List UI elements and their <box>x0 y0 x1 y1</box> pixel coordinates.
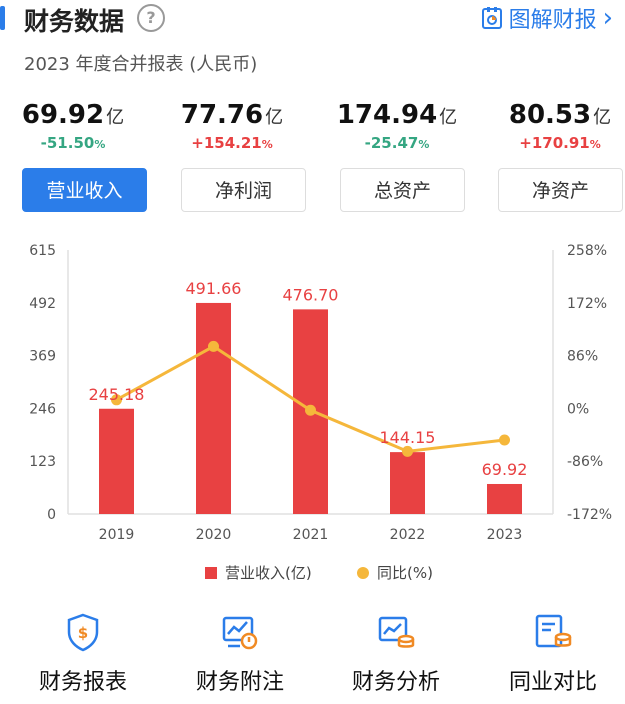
page-title: 财务数据 <box>24 7 125 36</box>
header: 财务数据 ? 图解财报 › <box>0 0 625 40</box>
bar-value-label: 69.92 <box>482 460 528 479</box>
metric-value: 174.94 <box>336 100 438 130</box>
metric-unit: 亿 <box>106 107 125 128</box>
nav-label: 同业对比 <box>508 670 597 695</box>
yoy-point <box>499 434 510 446</box>
yoy-point <box>402 445 413 457</box>
metric-pct-sign: % <box>418 138 430 151</box>
chevron-right-icon: › <box>602 3 613 33</box>
chart-screen-icon <box>222 616 258 650</box>
legend-item-yoy[interactable]: 同比(%) <box>357 562 433 583</box>
metric-change-value: -25.47 <box>364 134 419 152</box>
x-tick-label: 2020 <box>196 527 232 543</box>
y-tick-label-right: 172% <box>567 296 607 312</box>
bar <box>99 408 134 514</box>
chart-coins-icon <box>378 616 415 648</box>
svg-text:$: $ <box>78 624 88 642</box>
revenue-chart: 615 492 369 246 123 0 258% 172% 86% 0% -86% -172% 20… <box>0 236 625 596</box>
bar-value-label: 245.18 <box>89 385 145 404</box>
bar <box>390 452 425 514</box>
yoy-point <box>305 404 316 416</box>
graph-report-link[interactable]: 图解财报 › <box>481 2 613 34</box>
metric-value: 69.92 <box>21 100 105 130</box>
y-tick-label-left: 492 <box>29 296 56 312</box>
x-tick-label: 2021 <box>293 527 329 543</box>
legend-item-revenue[interactable]: 营业收入(亿) <box>205 562 312 583</box>
yoy-point <box>111 394 122 406</box>
y-tick-label-left: 246 <box>29 401 56 417</box>
help-icon[interactable]: ? <box>137 4 165 32</box>
metric-change-value: +170.91 <box>519 134 590 152</box>
metric-value: 77.76 <box>180 100 264 130</box>
metrics-row: 69.92 亿 -51.50% 77.76 亿 +154.21% 174.94 亿 -… <box>0 100 625 160</box>
y-tick-label-left: 123 <box>29 454 56 470</box>
nav-peer-comparison[interactable]: 同业对比 <box>475 612 625 696</box>
metric-change: -51.50% <box>0 134 148 152</box>
metric-change: +154.21% <box>157 134 307 152</box>
bottom-nav: $ 财务报表 财务附注 财务分析 同业对比 <box>0 612 625 704</box>
y-tick-label-right: -86% <box>567 454 603 470</box>
metric-pct-sign: % <box>589 138 601 151</box>
shield-yuan-icon: $ <box>67 613 99 652</box>
chart-legend: 营业收入(亿) 同比(%) <box>0 562 625 584</box>
report-chart-icon <box>481 7 502 29</box>
bar <box>487 483 522 514</box>
legend-line-swatch <box>357 566 369 579</box>
y-tick-label-left: 615 <box>29 243 56 259</box>
metric-revenue: 69.92 亿 -51.50% <box>0 100 148 152</box>
nav-financial-notes[interactable]: 财务附注 <box>162 612 318 696</box>
legend-label: 营业收入(亿) <box>225 564 312 582</box>
metric-total-assets: 174.94 亿 -25.47% <box>322 100 472 152</box>
y-tick-label-right: 258% <box>567 243 607 259</box>
y-tick-label-right: 86% <box>567 349 598 365</box>
metric-net-profit: 77.76 亿 +154.21% <box>157 100 307 152</box>
y-tick-label-left: 0 <box>47 507 56 523</box>
x-tick-label: 2019 <box>99 527 135 543</box>
bar-value-label: 491.66 <box>186 279 242 298</box>
nav-label: 财务报表 <box>38 670 127 695</box>
tab-net-profit[interactable]: 净利润 <box>181 168 306 212</box>
y-tick-label-left: 369 <box>29 349 56 365</box>
compare-coins-icon <box>535 614 572 648</box>
metric-change: -25.47% <box>322 134 472 152</box>
tab-total-assets[interactable]: 总资产 <box>340 168 465 212</box>
metric-unit: 亿 <box>593 107 612 128</box>
nav-financial-analysis[interactable]: 财务分析 <box>318 612 474 696</box>
x-tick-label: 2023 <box>487 527 523 543</box>
bar-value-label: 144.15 <box>380 428 436 447</box>
nav-label: 财务分析 <box>351 670 440 695</box>
metric-change-value: +154.21 <box>191 134 262 152</box>
metric-value: 80.53 <box>508 100 592 130</box>
report-subtitle: 2023 年度合并报表 (人民币) <box>24 54 258 75</box>
y-tick-label-right: 0% <box>567 401 589 417</box>
graph-report-label: 图解财报 <box>508 8 597 33</box>
metric-tabs: 营业收入 净利润 总资产 净资产 <box>0 168 625 214</box>
metric-pct-sign: % <box>94 138 106 151</box>
y-tick-label-right: -172% <box>567 507 612 523</box>
legend-label: 同比(%) <box>377 564 433 582</box>
nav-label: 财务附注 <box>195 670 284 695</box>
nav-financial-statements[interactable]: $ 财务报表 <box>5 612 161 696</box>
metric-change-value: -51.50 <box>40 134 95 152</box>
bar <box>196 302 231 514</box>
metric-unit: 亿 <box>439 107 458 128</box>
yoy-point <box>208 340 219 352</box>
metric-net-assets: 80.53 亿 +170.91% <box>485 100 625 152</box>
metric-change: +170.91% <box>485 134 625 152</box>
bar-value-label: 476.70 <box>283 285 339 304</box>
metric-pct-sign: % <box>261 138 273 151</box>
legend-bar-swatch <box>205 566 217 579</box>
metric-unit: 亿 <box>265 107 284 128</box>
accent-bar <box>0 6 5 30</box>
chart-svg: 615 492 369 246 123 0 258% 172% 86% 0% -86% -172% 20… <box>29 243 612 543</box>
x-tick-label: 2022 <box>390 527 426 543</box>
tab-net-assets[interactable]: 净资产 <box>498 168 623 212</box>
tab-revenue[interactable]: 营业收入 <box>22 168 147 212</box>
